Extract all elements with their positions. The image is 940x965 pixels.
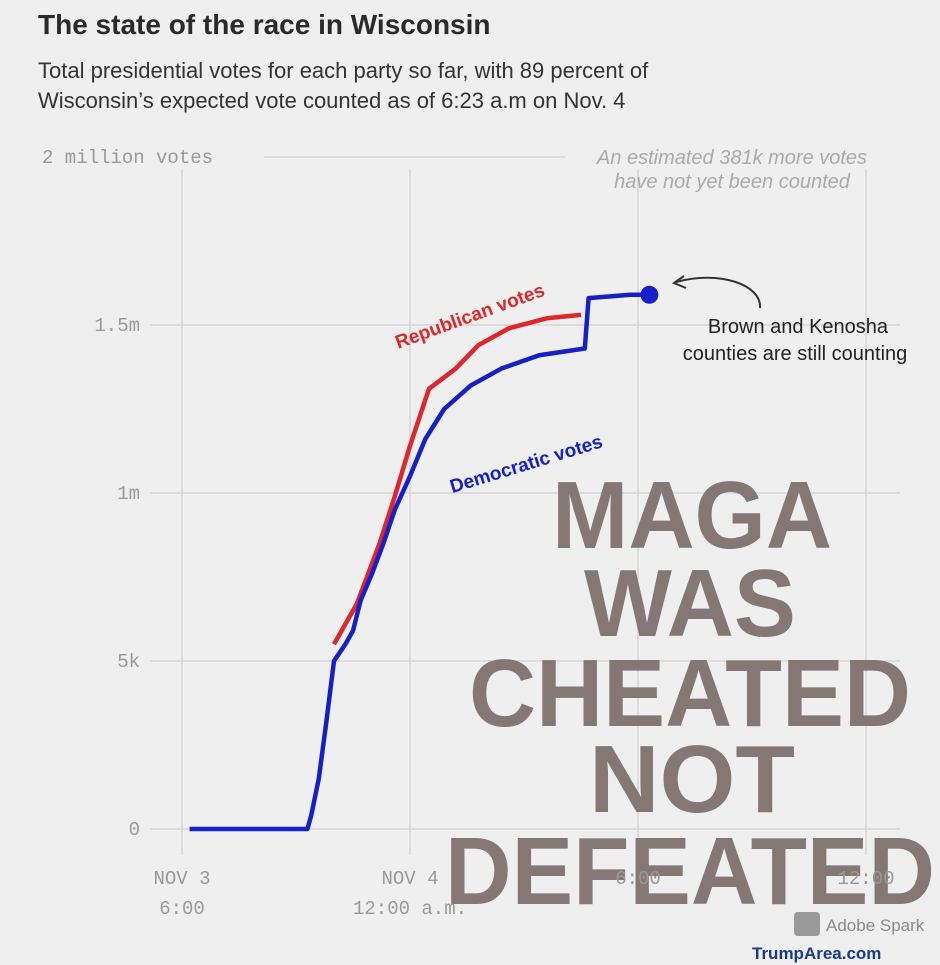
x-tick-label: 12:00 <box>837 868 895 890</box>
series-label: Republican votes <box>393 280 548 354</box>
y-tick-label: 1.5m <box>94 315 140 337</box>
end-dot <box>640 285 659 304</box>
data-line <box>189 292 650 832</box>
x-tick-label: NOV 3 6:00 <box>153 868 211 920</box>
arrow <box>675 276 762 309</box>
watermark: TrumpArea.com <box>752 944 881 963</box>
overlay-text: CHEATED <box>469 640 911 747</box>
subtitle: Total presidential votes for each party … <box>38 58 649 83</box>
y-tick-label: 5k <box>117 651 140 673</box>
subtitle: Wisconsin’s expected vote counted as of … <box>38 88 625 113</box>
y-tick-label: 1m <box>117 483 140 505</box>
x-tick-label: NOV 4 12:00 a.m. <box>352 868 468 920</box>
data-line <box>332 312 582 646</box>
y-tick-label: 2 million votes <box>42 147 213 169</box>
x-tick-label: 6:00 <box>615 868 661 890</box>
watermark-icon <box>794 912 820 936</box>
arrow-head <box>671 275 687 289</box>
annotation: have not yet been counted <box>614 171 851 193</box>
annotation: An estimated 381k more votes <box>596 147 867 169</box>
y-tick-label: 0 <box>129 819 140 841</box>
watermark: Adobe Spark <box>826 916 925 935</box>
chart-title: The state of the race in Wisconsin <box>38 9 491 40</box>
overlay-text: WAS <box>584 550 796 657</box>
overlay-text: DEFEATED <box>445 818 935 925</box>
annotation: counties are still counting <box>683 343 908 365</box>
overlay-text: NOT <box>589 726 795 833</box>
overlay-text: MAGA <box>552 462 832 569</box>
annotation: Brown and Kenosha <box>708 316 889 338</box>
